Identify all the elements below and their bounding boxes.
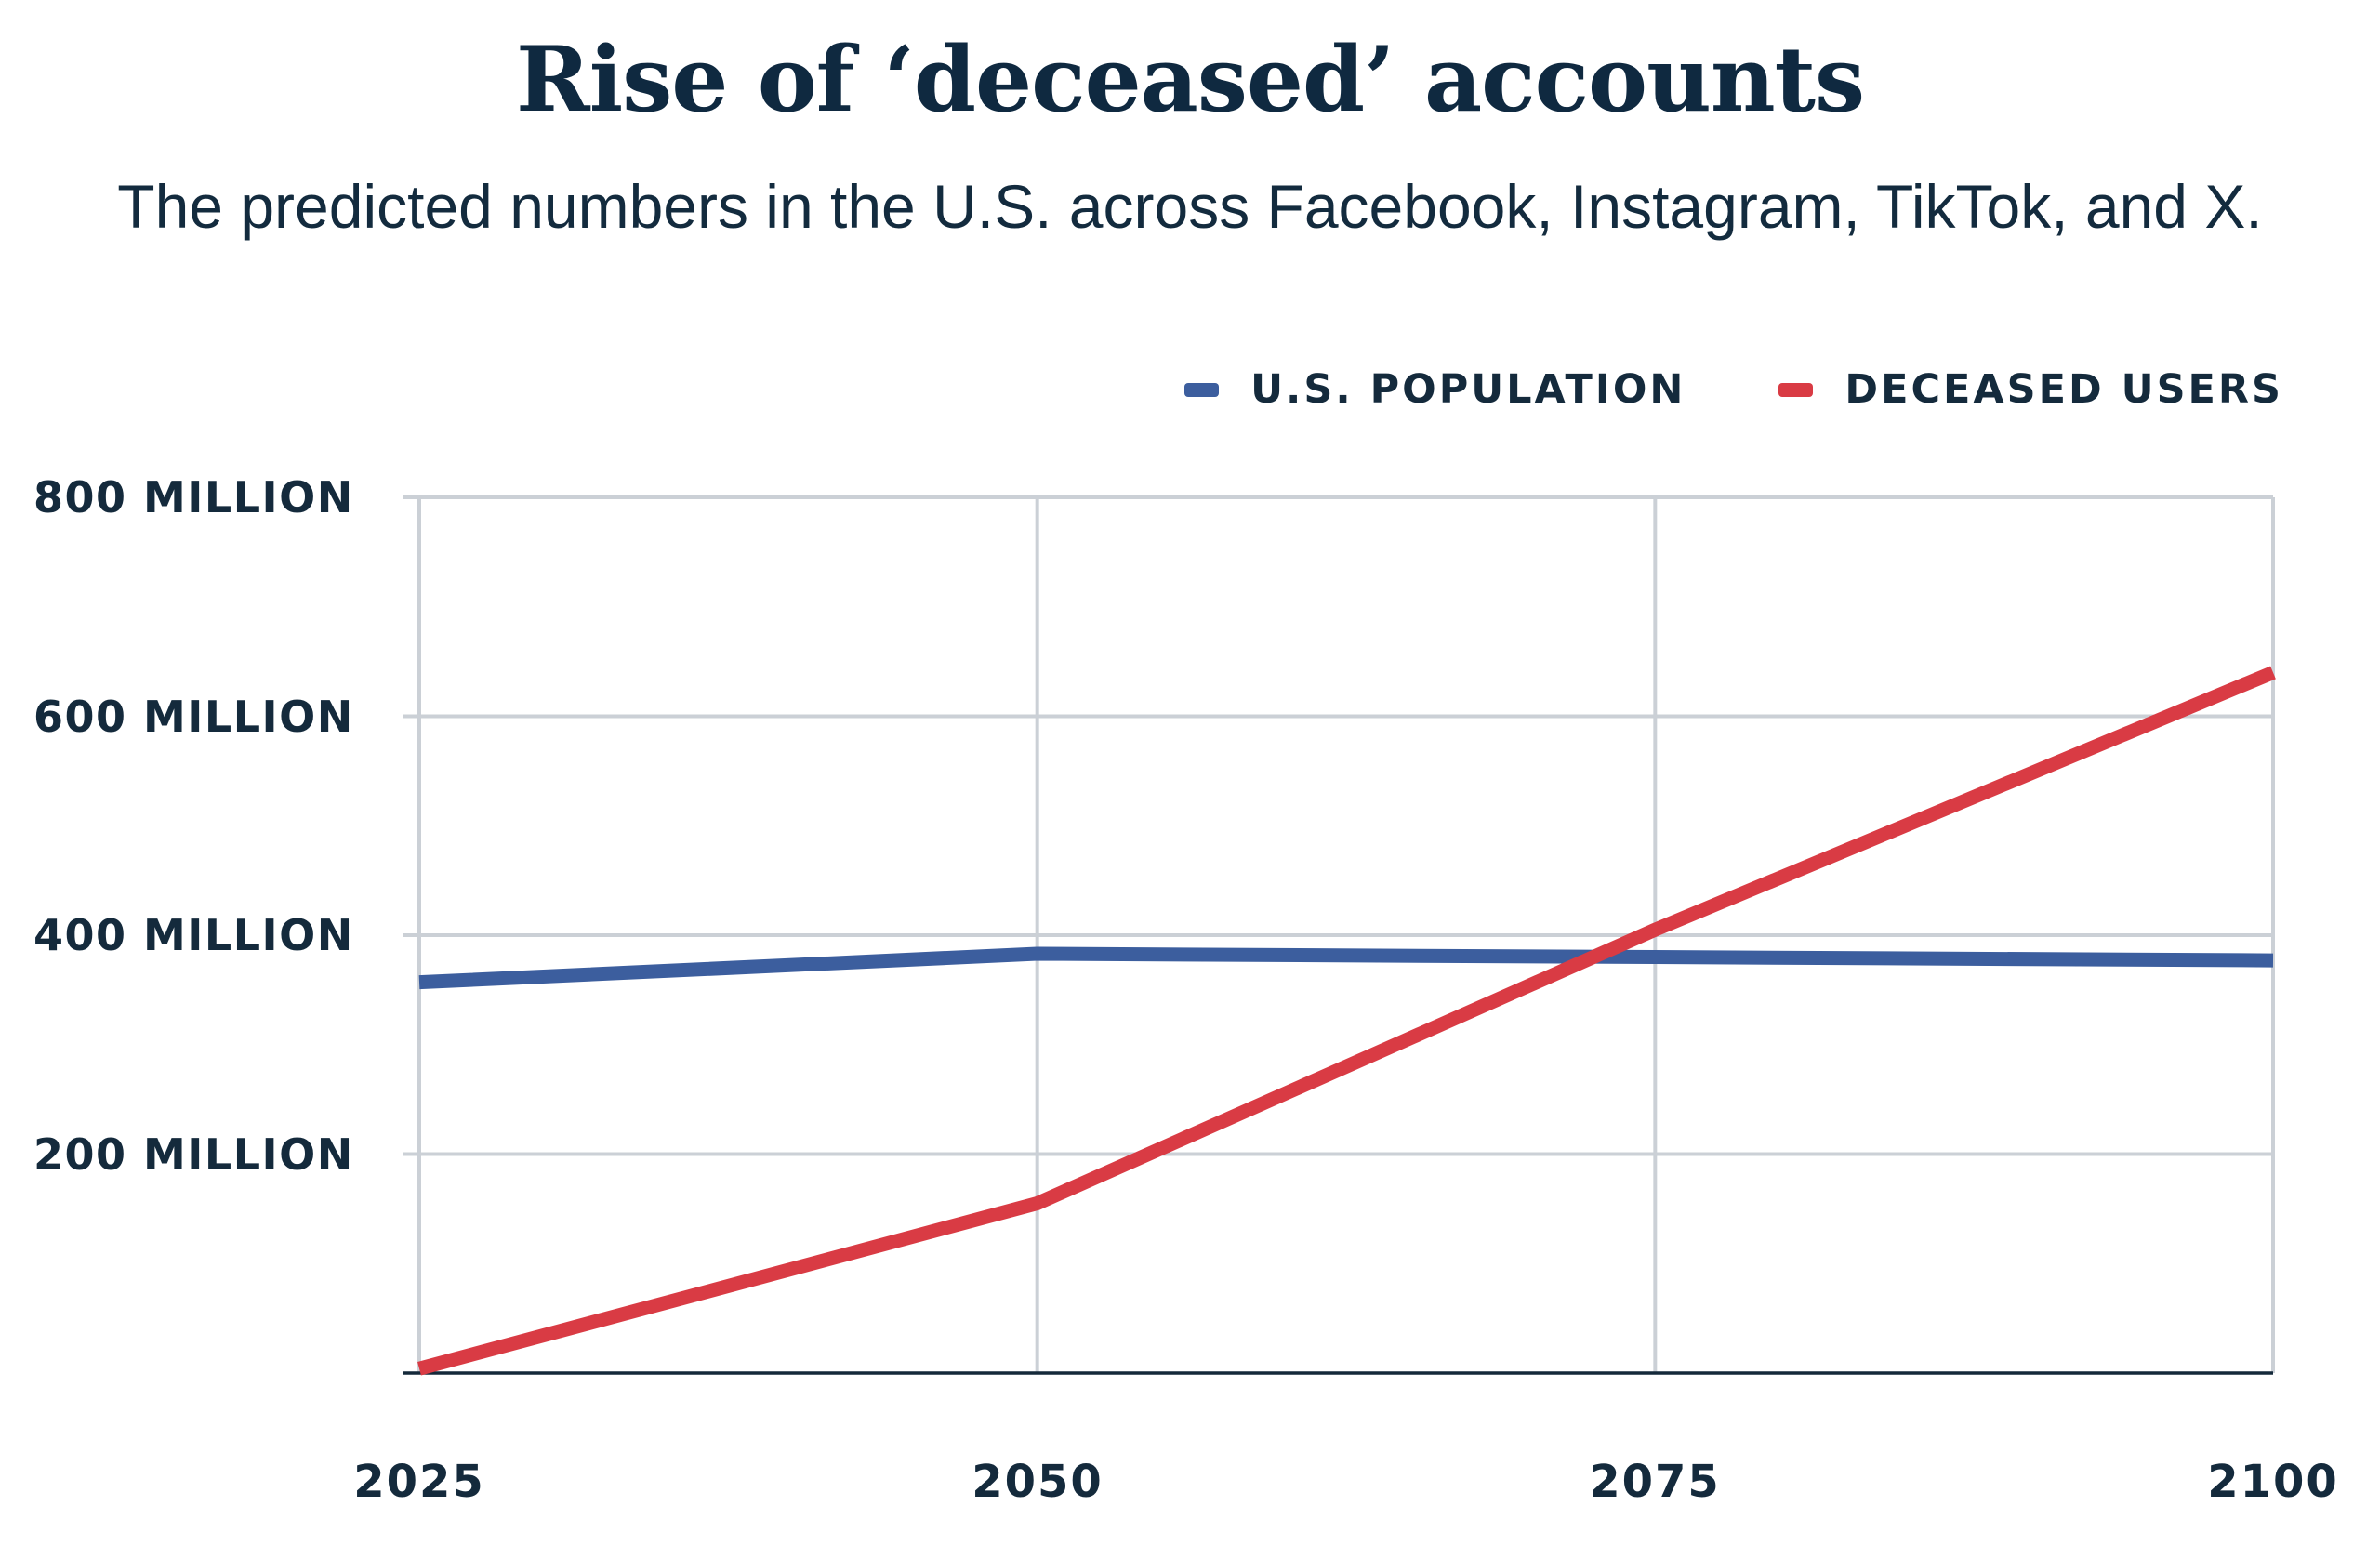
x-axis-tick-label-2050: 2050 (972, 1456, 1104, 1508)
us-population-legend-label: U.S. POPULATION (1250, 366, 1686, 413)
series-line-u-s-population (418, 946, 2274, 990)
deceased-users-legend-label: DECEASED USERS (1844, 366, 2283, 413)
legend: U.S. POPULATION DECEASED USERS (1184, 366, 2283, 413)
x-axis-tick-label-2025: 2025 (353, 1456, 485, 1508)
y-axis-tick-label-200m: 200 MILLION (33, 1129, 354, 1180)
deceased-users-swatch (1778, 382, 1814, 397)
chart-title: Rise of ‘deceased’ accounts (515, 27, 1865, 132)
chart-subtitle: The predicted numbers in the U.S. across… (117, 172, 2263, 241)
x-axis-tick-label-2100: 2100 (2207, 1456, 2339, 1508)
us-population-swatch (1184, 382, 1220, 397)
series-line-deceased-users (417, 666, 2276, 1376)
y-axis-tick-label-800m: 800 MILLION (33, 472, 354, 522)
y-axis-tick-label-400m: 400 MILLION (33, 910, 354, 960)
legend-item-us-population: U.S. POPULATION (1184, 366, 1686, 413)
x-axis-tick-label-2075: 2075 (1589, 1456, 1721, 1508)
y-axis-tick-label-600m: 600 MILLION (33, 692, 354, 742)
legend-item-deceased-users: DECEASED USERS (1778, 366, 2283, 413)
